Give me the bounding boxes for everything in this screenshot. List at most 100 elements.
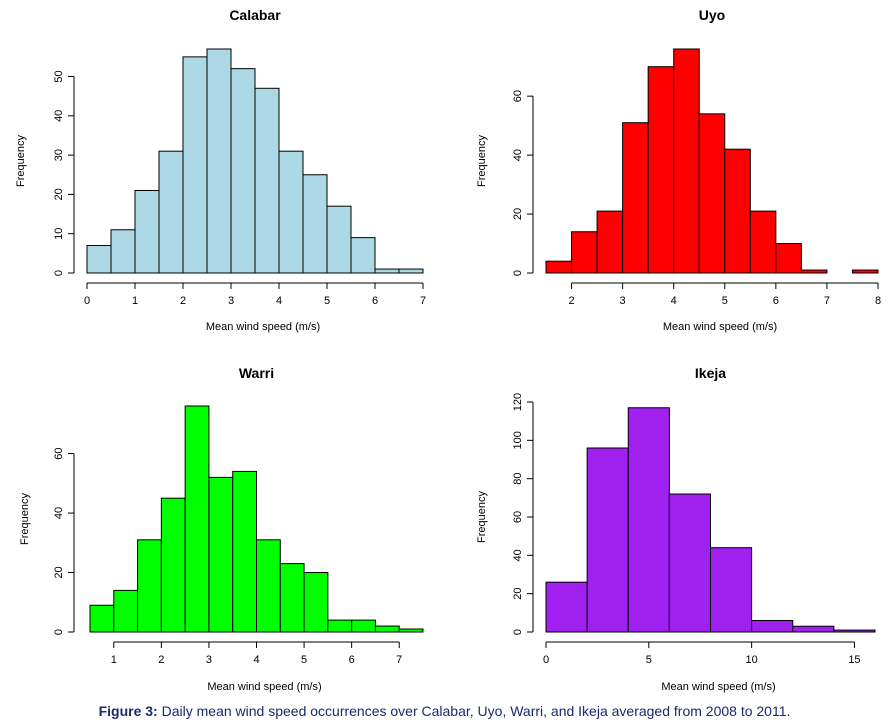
warri-x-tick-label: 3 [206, 654, 212, 666]
uyo-y-axis-label: Frequency [476, 135, 488, 187]
uyo-bar-9 [775, 243, 802, 274]
calabar-y-tick-label: 0 [53, 270, 65, 276]
calabar-bar-3 [158, 150, 184, 274]
warri-bar-0 [89, 604, 115, 633]
warri-bar-11 [351, 619, 376, 633]
uyo-bar-8 [749, 210, 777, 274]
ikeja-bar-5 [751, 620, 794, 633]
warri-x-axis-label: Mean wind speed (m/s) [207, 681, 321, 693]
warri-chart-title: Warri [239, 365, 274, 381]
calabar-bar-2 [134, 189, 160, 274]
calabar-bar-4 [182, 56, 208, 274]
uyo-x-tick-label: 4 [671, 295, 677, 307]
ikeja-y-tick-label: 80 [512, 473, 524, 485]
calabar-x-tick-label: 2 [180, 295, 186, 307]
warri-x-tick-label: 7 [396, 654, 402, 666]
uyo-bar-4 [647, 66, 675, 274]
calabar-bar-8 [278, 150, 304, 274]
uyo-bar-5 [673, 48, 700, 274]
uyo-bar-0 [545, 260, 573, 274]
calabar-y-tick-label: 10 [53, 228, 65, 240]
warri-y-tick-label: 20 [53, 566, 65, 578]
ikeja-x-tick-label: 10 [746, 654, 758, 666]
calabar-y-tick-label: 30 [53, 149, 65, 161]
ikeja-y-tick-label: 100 [512, 431, 524, 449]
calabar-x-tick-label: 6 [372, 295, 378, 307]
calabar-x-tick-label: 7 [420, 295, 426, 307]
ikeja-bar-1 [586, 447, 629, 633]
warri-bar-7 [256, 539, 281, 633]
calabar-bar-12 [374, 268, 400, 274]
calabar-y-axis-label: Frequency [15, 135, 27, 187]
calabar-bar-5 [206, 48, 232, 274]
calabar-x-tick-label: 5 [324, 295, 330, 307]
uyo-x-tick-label: 8 [875, 295, 881, 307]
calabar-bar-10 [326, 205, 352, 274]
warri-bar-10 [327, 619, 353, 633]
calabar-chart-title: Calabar [229, 7, 281, 23]
uyo-bar-1 [571, 231, 598, 274]
calabar-y-tick-label: 40 [53, 110, 65, 122]
warri-bar-5 [208, 476, 234, 633]
calabar-y-tick-label: 50 [53, 70, 65, 82]
calabar-x-tick-label: 1 [132, 295, 138, 307]
caption-label: Figure 3: [98, 703, 158, 719]
warri-bar-9 [303, 572, 329, 633]
uyo-y-tick-label: 0 [512, 270, 524, 276]
uyo-x-tick-label: 3 [620, 295, 626, 307]
warri-bar-6 [232, 470, 257, 633]
ikeja-chart-title: Ikeja [695, 365, 726, 381]
ikeja-y-tick-label: 40 [512, 549, 524, 561]
warri-y-tick-label: 0 [53, 629, 65, 635]
warri-bar-1 [113, 589, 139, 633]
ikeja-bar-0 [545, 581, 588, 633]
uyo-bar-7 [724, 148, 751, 274]
uyo-x-tick-label: 5 [722, 295, 728, 307]
warri-bar-12 [374, 625, 400, 633]
uyo-x-tick-label: 2 [568, 295, 574, 307]
ikeja-y-axis-label: Frequency [476, 491, 488, 543]
warri-y-tick-label: 60 [53, 447, 65, 459]
uyo-y-tick-label: 40 [512, 149, 524, 161]
caption-text: Daily mean wind speed occurrences over C… [161, 703, 791, 719]
warri-x-tick-label: 6 [349, 654, 355, 666]
warri-x-tick-label: 2 [158, 654, 164, 666]
warri-x-tick-label: 1 [111, 654, 117, 666]
calabar-y-tick-label: 20 [53, 188, 65, 200]
ikeja-bar-6 [792, 625, 835, 633]
warri-bar-4 [184, 405, 210, 633]
uyo-y-tick-label: 60 [512, 90, 524, 102]
ikeja-x-tick-label: 5 [646, 654, 652, 666]
uyo-chart-title: Uyo [699, 7, 725, 23]
warri-y-axis-label: Frequency [19, 493, 31, 545]
ikeja-y-tick-label: 0 [512, 629, 524, 635]
warri-y-tick-label: 40 [53, 507, 65, 519]
calabar-bar-11 [350, 237, 376, 274]
uyo-bar-2 [596, 210, 624, 274]
warri-bar-13 [398, 628, 424, 633]
calabar-bar-13 [398, 268, 424, 274]
calabar-bar-7 [254, 87, 280, 274]
warri-x-tick-label: 4 [253, 654, 259, 666]
ikeja-y-tick-label: 60 [512, 511, 524, 523]
ikeja-bar-7 [833, 629, 876, 633]
ikeja-bar-2 [627, 407, 670, 633]
calabar-bar-1 [110, 229, 136, 274]
calabar-bar-9 [302, 174, 328, 274]
ikeja-x-tick-label: 15 [848, 654, 860, 666]
figure-caption: Figure 3: Daily mean wind speed occurren… [0, 703, 889, 719]
ikeja-y-tick-label: 120 [512, 393, 524, 411]
calabar-x-tick-label: 0 [84, 295, 90, 307]
uyo-y-tick-label: 20 [512, 208, 524, 220]
warri-bar-3 [160, 497, 186, 633]
uyo-bar-3 [622, 122, 649, 274]
uyo-x-axis-label: Mean wind speed (m/s) [663, 321, 777, 333]
warri-bar-2 [137, 539, 162, 633]
calabar-x-tick-label: 4 [276, 295, 282, 307]
uyo-x-tick-label: 7 [824, 295, 830, 307]
calabar-x-axis-label: Mean wind speed (m/s) [206, 321, 320, 333]
ikeja-x-axis-label: Mean wind speed (m/s) [661, 681, 775, 693]
uyo-bar-10 [800, 269, 828, 274]
ikeja-bar-3 [668, 493, 711, 633]
